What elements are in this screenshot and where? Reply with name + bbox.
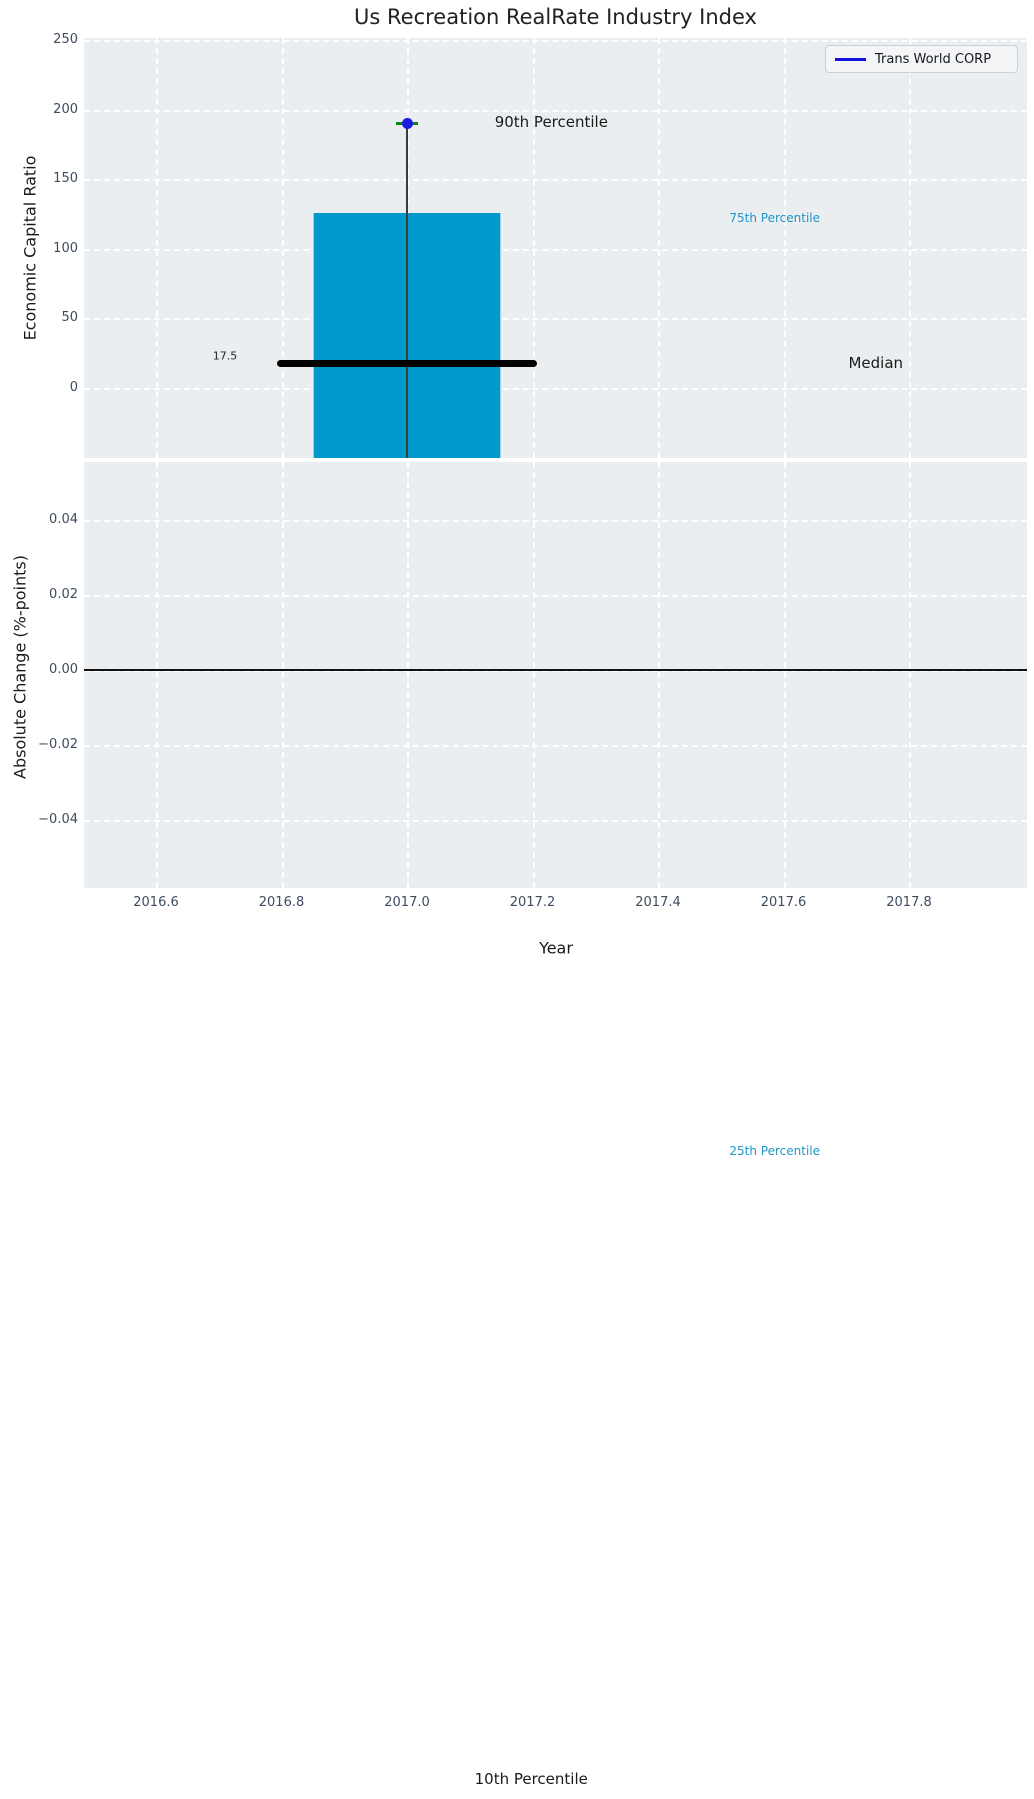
y-tick-label-bottom: 0.04 [49,512,78,527]
gridline-horizontal [84,40,1027,42]
gridline-vertical [909,38,911,458]
gridline-vertical [156,462,158,888]
annotation-17-5: 17.5 [212,349,238,363]
y-tick-label-bottom: 0.02 [49,587,78,602]
gridline-horizontal [84,595,1027,597]
annotation-25th-percentile: 25th Percentile [729,1143,821,1158]
gridline-vertical [532,38,535,458]
p90-marker-dot [401,118,413,130]
annotation-median: Median [848,353,904,372]
chart-title: Us Recreation RealRate Industry Index [354,5,757,29]
gridline-horizontal [84,520,1027,522]
gridline-vertical [783,462,786,888]
whisker-line [406,123,408,458]
gridline-horizontal [84,109,1027,112]
x-tick-label: 2017.2 [509,895,556,910]
x-axis-label: Year [539,938,573,958]
annotation-10th-percentile: 10th Percentile [474,1769,588,1788]
x-tick-label: 2017.8 [886,895,932,910]
absolute-change-axes [84,462,1027,888]
annotation-75th-percentile: 75th Percentile [729,211,821,226]
gridline-horizontal [84,248,1027,251]
y-tick-label-top: 200 [53,101,78,117]
x-tick-label: 2016.6 [133,895,179,910]
gridline-horizontal [84,745,1027,747]
y-tick-label-top: 50 [61,310,78,326]
gridline-horizontal [84,318,1027,321]
gridline-vertical [658,462,660,888]
y-tick-label-top: 250 [53,32,78,47]
legend-label: Trans World CORP [875,51,992,67]
gridline-horizontal [84,179,1027,182]
gridline-horizontal [84,820,1027,822]
median-line [277,360,537,368]
gridline-vertical [909,462,911,888]
gridline-vertical [281,462,284,888]
gridline-horizontal [84,670,1027,672]
x-tick-label: 2017.4 [635,895,681,910]
y-tick-label-bottom: −0.04 [38,812,78,827]
gridline-vertical [658,38,660,458]
x-tick-label: 2017.0 [384,895,430,910]
y-tick-label-top: 150 [53,171,78,187]
gridline-vertical [532,462,535,888]
annotation-90th-percentile: 90th Percentile [494,113,608,132]
x-tick-label: 2017.6 [760,895,807,910]
gridline-vertical [407,462,409,888]
capital-ratio-axes [84,38,1027,458]
gridline-vertical [281,38,284,458]
y-tick-label-bottom: 0.00 [49,662,78,677]
legend: Trans World CORP [825,45,1018,73]
y-tick-label-top: 100 [53,240,78,256]
gridline-vertical [156,38,158,458]
legend-line-sample [835,57,866,61]
zero-line [84,669,1027,671]
gridline-vertical [783,38,786,458]
x-tick-label: 2016.8 [258,895,305,910]
gridline-horizontal [84,388,1027,390]
y-tick-label-bottom: −0.02 [38,737,78,752]
y-tick-label-top: 0 [69,380,78,395]
